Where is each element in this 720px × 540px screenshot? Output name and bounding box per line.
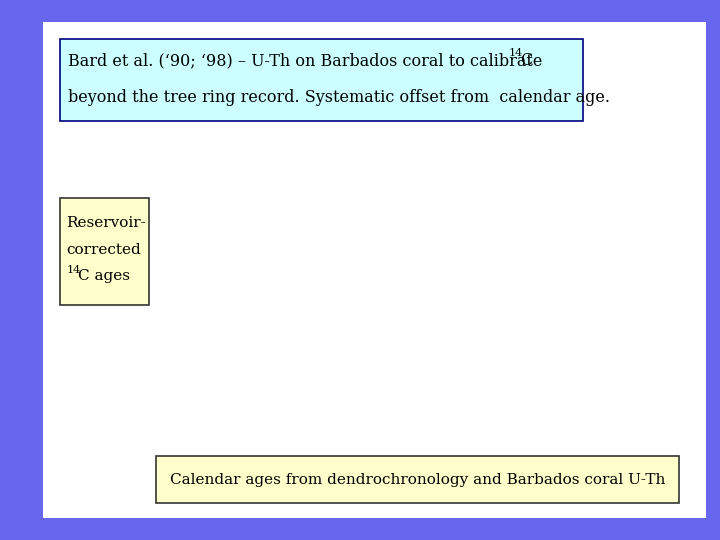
Text: C ages: C ages — [78, 269, 130, 284]
Text: Bard et al. (‘90; ‘98) – U-Th on Barbados coral to calibrate: Bard et al. (‘90; ‘98) – U-Th on Barbado… — [68, 52, 548, 69]
Text: 14: 14 — [66, 265, 81, 275]
Text: 14: 14 — [508, 49, 523, 58]
Text: Reservoir-: Reservoir- — [66, 216, 146, 230]
Text: corrected: corrected — [66, 243, 141, 257]
FancyBboxPatch shape — [156, 456, 679, 503]
Text: C: C — [520, 52, 532, 69]
FancyBboxPatch shape — [60, 39, 583, 121]
Text: Calendar ages from dendrochronology and Barbados coral U-Th: Calendar ages from dendrochronology and … — [170, 473, 665, 487]
Text: beyond the tree ring record. Systematic offset from  calendar age.: beyond the tree ring record. Systematic … — [68, 89, 611, 106]
FancyBboxPatch shape — [60, 198, 149, 305]
